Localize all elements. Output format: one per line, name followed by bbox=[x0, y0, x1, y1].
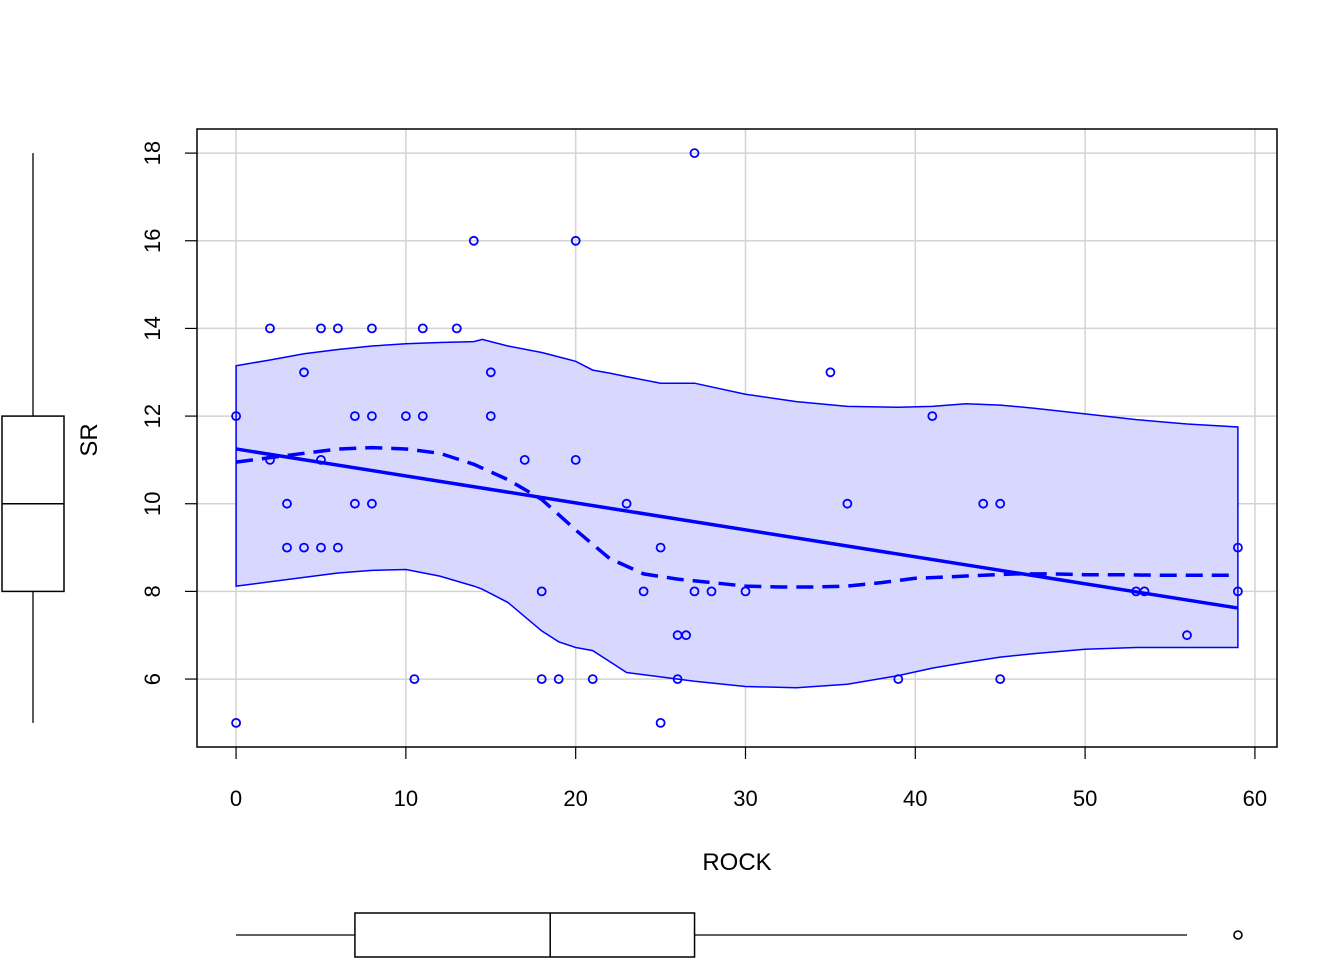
y-marginal-boxplot bbox=[1, 153, 65, 723]
data-point bbox=[740, 586, 751, 597]
x-tick-label: 0 bbox=[230, 786, 242, 811]
data-point bbox=[417, 323, 428, 334]
data-point bbox=[366, 498, 377, 509]
x-tick-label: 50 bbox=[1073, 786, 1097, 811]
plot-frame bbox=[196, 128, 1278, 748]
data-point bbox=[893, 674, 904, 684]
data-points bbox=[231, 148, 1243, 728]
data-point bbox=[485, 367, 496, 378]
x-box-iqr bbox=[354, 912, 696, 958]
data-point bbox=[927, 411, 938, 422]
data-point bbox=[519, 454, 530, 465]
data-point bbox=[366, 411, 377, 422]
data-point bbox=[706, 586, 717, 597]
data-point bbox=[681, 630, 691, 641]
data-point bbox=[282, 498, 292, 509]
x-tick-label: 10 bbox=[394, 786, 418, 811]
data-point bbox=[349, 411, 360, 422]
x-box-outlier bbox=[1233, 930, 1243, 940]
data-point bbox=[1233, 586, 1243, 597]
data-point bbox=[282, 542, 292, 553]
data-point bbox=[485, 411, 496, 422]
data-point bbox=[417, 411, 428, 422]
x-axis: 0 10 20 30 40 50 60 bbox=[230, 747, 1267, 811]
y-tick-label: 10 bbox=[140, 492, 165, 516]
data-point bbox=[689, 586, 700, 597]
data-point bbox=[299, 542, 309, 553]
data-point bbox=[655, 718, 666, 728]
data-point bbox=[349, 498, 360, 509]
confidence-band-layer bbox=[235, 338, 1239, 689]
data-point bbox=[587, 674, 598, 684]
data-point bbox=[316, 454, 326, 465]
y-axis-title: SR bbox=[76, 423, 103, 456]
y-tick-label: 6 bbox=[140, 673, 165, 685]
data-point bbox=[570, 454, 581, 465]
confidence-band bbox=[235, 338, 1239, 689]
data-point bbox=[451, 323, 462, 334]
data-point bbox=[1233, 542, 1243, 553]
data-point bbox=[1139, 586, 1150, 597]
data-point bbox=[672, 674, 683, 684]
y-tick-label: 8 bbox=[140, 585, 165, 597]
data-point bbox=[995, 674, 1006, 684]
x-tick-label: 30 bbox=[733, 786, 757, 811]
data-point bbox=[231, 718, 242, 728]
smooth-fit-line bbox=[235, 445, 1238, 589]
data-point bbox=[978, 498, 989, 509]
data-point bbox=[1182, 630, 1192, 641]
data-point bbox=[553, 674, 564, 684]
x-tick-label: 20 bbox=[563, 786, 587, 811]
linear-fit-line bbox=[235, 447, 1239, 610]
data-point bbox=[332, 542, 343, 553]
data-point bbox=[400, 411, 411, 422]
y-tick-label: 18 bbox=[140, 141, 165, 165]
data-point bbox=[536, 586, 547, 597]
y-axis: 6 8 10 12 14 16 18 bbox=[140, 141, 197, 685]
x-marginal-boxplot bbox=[236, 912, 1243, 958]
data-point bbox=[570, 235, 581, 246]
data-point bbox=[536, 674, 547, 684]
x-tick-label: 40 bbox=[903, 786, 927, 811]
data-point bbox=[468, 235, 479, 246]
fit-lines-layer bbox=[235, 445, 1239, 610]
x-axis-title: ROCK bbox=[702, 849, 771, 876]
data-point bbox=[366, 323, 377, 334]
data-point bbox=[316, 542, 326, 553]
data-point bbox=[842, 498, 853, 509]
data-point bbox=[299, 367, 309, 378]
x-tick-label: 60 bbox=[1243, 786, 1267, 811]
data-point bbox=[231, 411, 242, 422]
data-point bbox=[409, 674, 420, 684]
data-point bbox=[638, 586, 649, 597]
data-point bbox=[825, 367, 836, 378]
y-tick-label: 14 bbox=[140, 316, 165, 340]
data-point bbox=[655, 542, 666, 553]
y-tick-label: 16 bbox=[140, 229, 165, 253]
data-point bbox=[995, 498, 1006, 509]
data-point bbox=[689, 148, 700, 159]
data-point bbox=[316, 323, 326, 334]
data-point bbox=[332, 323, 343, 334]
data-point bbox=[621, 498, 632, 509]
data-point bbox=[265, 454, 275, 465]
data-point bbox=[265, 323, 275, 334]
y-tick-label: 12 bbox=[140, 404, 165, 428]
